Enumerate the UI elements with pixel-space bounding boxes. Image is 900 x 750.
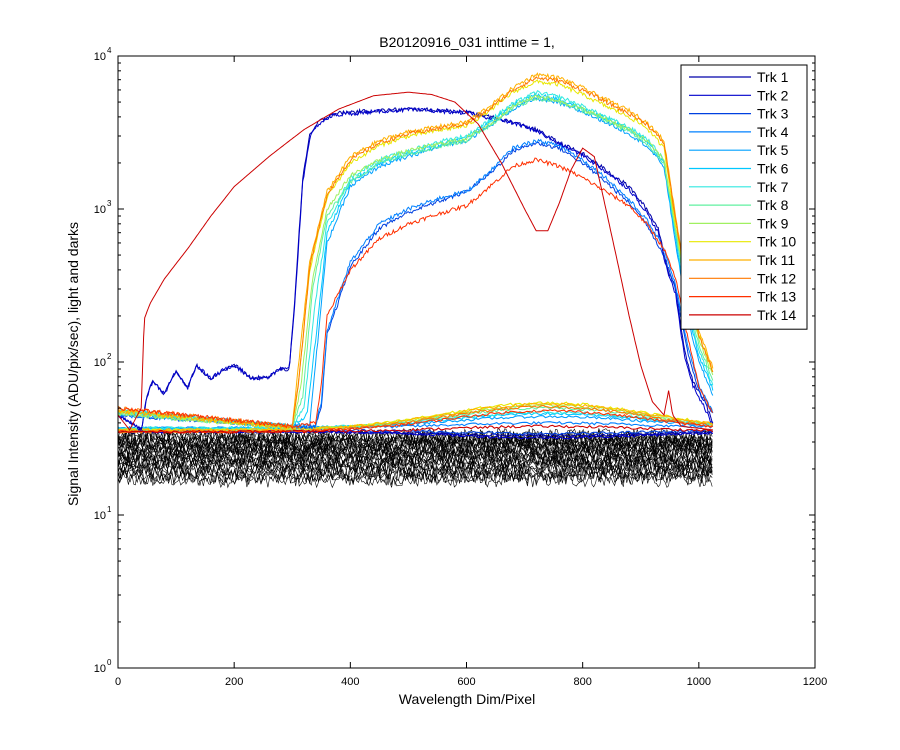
y-tick-exponent: 3 xyxy=(107,199,112,208)
y-axis-label: Signal Intensity (ADU/pix/sec), light an… xyxy=(65,222,81,506)
legend-label: Trk 6 xyxy=(757,161,789,177)
legend-label: Trk 14 xyxy=(757,307,796,323)
series-line xyxy=(118,157,714,430)
dark-frame-line xyxy=(118,434,713,452)
y-tick-label: 10 xyxy=(94,51,106,63)
legend-label: Trk 4 xyxy=(757,124,789,140)
dark-frame-line xyxy=(118,440,713,458)
legend: Trk 1 Trk 2 Trk 3 Trk 4 Trk 5 Trk 6 Trk 7 Trk 8… xyxy=(680,64,808,330)
legend-label: Trk 9 xyxy=(757,215,789,231)
dark-frame-line xyxy=(118,443,713,461)
series-dark-line xyxy=(118,421,714,431)
legend-label: Trk 8 xyxy=(757,197,789,213)
series-line xyxy=(118,79,714,430)
legend-label: Trk 13 xyxy=(757,289,796,305)
legend-box xyxy=(680,64,808,330)
x-tick-label: 1000 xyxy=(687,676,711,688)
x-tick-label: 800 xyxy=(573,676,591,688)
series-dark-line xyxy=(118,424,714,434)
x-axis-label: Wavelength Dim/Pixel xyxy=(399,691,535,707)
legend-label: Trk 3 xyxy=(757,106,789,122)
dark-frame-line xyxy=(118,467,713,484)
dark-frame-line xyxy=(118,463,713,480)
series-line xyxy=(118,91,713,431)
dark-frame-line xyxy=(118,461,713,478)
x-tick-label: 200 xyxy=(225,676,243,688)
legend-label: Trk 2 xyxy=(757,87,789,103)
y-tick-exponent: 0 xyxy=(107,658,112,667)
y-tick-label: 10 xyxy=(94,663,106,675)
series-layer xyxy=(118,72,714,440)
legend-label: Trk 7 xyxy=(757,179,789,195)
legend-label: Trk 5 xyxy=(757,142,789,158)
y-tick-label: 10 xyxy=(94,510,106,522)
x-tick-label: 600 xyxy=(457,676,475,688)
legend-label: Trk 1 xyxy=(757,69,789,85)
legend-label: Trk 10 xyxy=(757,234,796,250)
chart-title: B20120916_031 inttime = 1, xyxy=(379,34,555,50)
y-tick-label: 10 xyxy=(94,204,106,216)
series-line xyxy=(118,107,714,432)
legend-label: Trk 11 xyxy=(757,252,795,268)
series-line xyxy=(118,94,714,432)
series-line xyxy=(118,138,714,430)
x-tick-label: 400 xyxy=(341,676,359,688)
y-tick-label: 10 xyxy=(94,357,106,369)
x-tick-label: 1200 xyxy=(803,676,827,688)
x-tick-label: 0 xyxy=(115,676,121,688)
legend-label: Trk 12 xyxy=(757,270,796,286)
dark-frame-line xyxy=(118,432,713,449)
y-tick-exponent: 1 xyxy=(107,505,112,514)
y-tick-exponent: 4 xyxy=(107,46,112,55)
y-tick-exponent: 2 xyxy=(107,352,112,361)
